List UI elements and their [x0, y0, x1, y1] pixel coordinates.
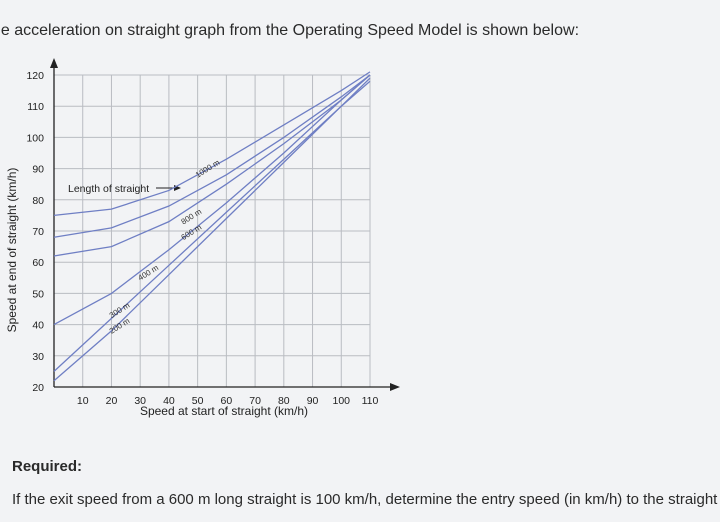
x-tick-label: 20	[106, 395, 118, 407]
length-of-straight-annotation: Length of straight	[68, 183, 149, 195]
x-axis-label: Speed at start of straight (km/h)	[140, 404, 308, 418]
series-line	[53, 74, 371, 238]
x-tick-label: 10	[77, 395, 89, 407]
x-tick-label: 110	[362, 395, 379, 407]
y-tick-label: 100	[26, 132, 44, 144]
y-tick-label: 110	[27, 101, 44, 113]
y-tick-label: 80	[32, 195, 44, 207]
chart-series	[53, 71, 371, 382]
required-label: Required:	[12, 458, 83, 475]
chart-axes	[50, 58, 400, 391]
series-line	[53, 74, 371, 257]
intro-text: he acceleration on straight graph from t…	[0, 22, 580, 39]
y-tick-label: 20	[32, 382, 44, 394]
chart-ticks: 10 20 30 40 50 60 70 80 90 100 110 20 30 40 50 60 70 80 90…	[26, 70, 378, 407]
y-tick-label: 60	[32, 257, 44, 269]
series-line	[53, 71, 371, 217]
x-tick-label: 100	[333, 395, 351, 407]
y-tick-label: 40	[32, 320, 44, 332]
series-line	[53, 80, 371, 372]
y-tick-label: 120	[26, 70, 44, 82]
question-text: If the exit speed from a 600 m long stra…	[12, 491, 718, 508]
y-tick-label: 50	[32, 288, 44, 300]
x-tick-label: 80	[278, 395, 290, 407]
y-tick-label: 30	[32, 351, 44, 363]
chart-svg: 10 20 30 40 50 60 70 80 90 100 110 20 30 40 50 60 70 80 90…	[5, 58, 400, 418]
series-label: 800 m	[180, 207, 204, 227]
x-tick-label: 60	[221, 395, 233, 407]
y-tick-label: 70	[32, 226, 44, 238]
x-tick-label: 50	[192, 395, 204, 407]
x-axis-arrow	[390, 383, 400, 391]
y-axis-label: Speed at end of straight (km/h)	[5, 168, 19, 333]
x-tick-label: 30	[134, 395, 146, 407]
y-axis-arrow	[50, 58, 58, 68]
x-tick-label: 40	[163, 395, 175, 407]
acceleration-chart: 10 20 30 40 50 60 70 80 90 100 110 20 30 40 50 60 70 80 90…	[0, 55, 420, 430]
y-tick-label: 90	[32, 164, 44, 176]
x-tick-label: 90	[307, 395, 319, 407]
x-tick-label: 70	[249, 395, 261, 407]
